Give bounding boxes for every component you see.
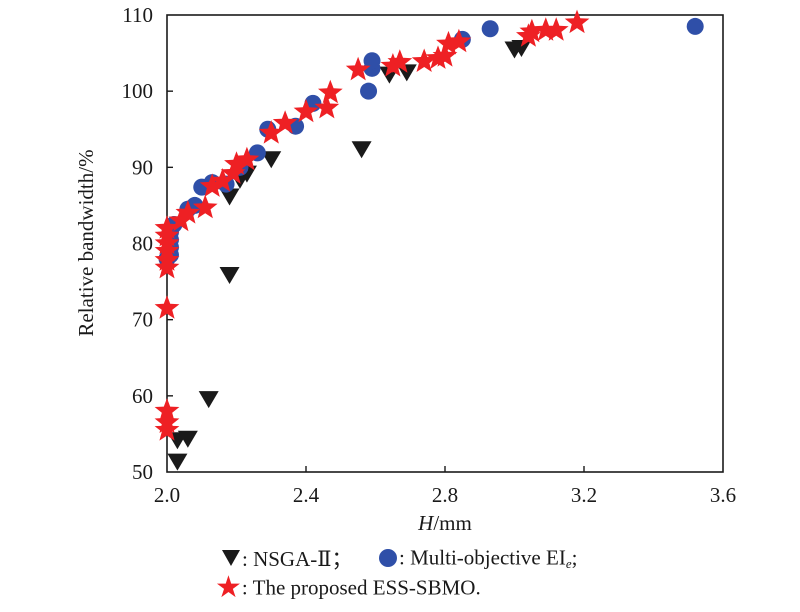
y-tick-label: 110	[122, 3, 153, 27]
data-point-star	[210, 168, 235, 192]
legend-label-ei-tail: ;	[571, 545, 578, 570]
data-point-star	[154, 222, 180, 247]
data-point-star	[387, 49, 413, 73]
data-point-star	[543, 17, 569, 41]
data-point-star	[314, 94, 340, 119]
data-point-star	[192, 194, 218, 219]
data-point-star	[154, 238, 180, 262]
data-point-star	[564, 9, 590, 34]
data-point-star	[154, 247, 180, 271]
plot-frame	[166, 14, 724, 473]
legend-row-2: ★: The proposed ESS-SBMO.	[215, 571, 481, 605]
data-point-star	[425, 45, 451, 69]
data-point-star	[258, 120, 284, 144]
data-point-circle	[686, 17, 704, 35]
y-tick-label: 90	[132, 155, 153, 179]
series-triangle-down	[167, 39, 532, 471]
x-axis-title-variable: H	[417, 511, 435, 535]
legend-circle-icon	[379, 549, 398, 567]
data-point-triangle	[261, 151, 282, 169]
legend-row-1: : NSGA-Ⅱ； : Multi-objective EIe;	[222, 543, 577, 573]
data-point-star	[446, 28, 472, 53]
data-point-star	[154, 254, 180, 279]
x-axis-title-unit: /mm	[433, 511, 472, 535]
data-point-star	[432, 43, 458, 67]
x-tick-label: 2.4	[293, 483, 320, 507]
data-point-triangle	[511, 39, 532, 57]
x-tick-label: 3.6	[710, 483, 736, 507]
data-point-star	[234, 146, 260, 171]
data-point-triangle	[351, 141, 372, 159]
legend-star-icon: ★	[215, 571, 242, 605]
data-point-star	[154, 409, 180, 433]
data-point-star	[436, 30, 461, 55]
data-point-star	[154, 398, 180, 422]
data-point-star	[199, 173, 225, 197]
data-point-star	[175, 200, 201, 224]
axis-ticks: 2.0 2.4 2.8 3.2 3.6 50 60 70 80 90 100 110	[122, 3, 737, 507]
data-point-star	[224, 151, 249, 175]
data-point-star	[533, 17, 559, 41]
data-point-star	[411, 48, 437, 72]
legend-triangle-icon	[222, 550, 240, 566]
legend-label-ei-sub: e	[565, 556, 572, 572]
series-circle	[158, 17, 704, 268]
legend-label-ess: : The proposed ESS-SBMO.	[241, 575, 481, 600]
y-tick-label: 70	[132, 308, 153, 332]
data-point-triangle	[219, 188, 240, 206]
data-point-circle	[481, 20, 499, 38]
data-point-star	[318, 79, 343, 104]
data-point-star	[293, 98, 319, 123]
data-marks	[154, 9, 704, 471]
y-axis-title: Relative bandwidth/%	[74, 149, 98, 336]
legend-label-nsga: : NSGA-Ⅱ；	[242, 547, 353, 571]
data-point-triangle	[219, 266, 240, 284]
y-tick-label: 60	[132, 384, 153, 408]
legend-label-ei: : Multi-objective EIe;	[399, 544, 578, 572]
data-point-circle	[360, 82, 378, 100]
x-tick-label: 3.2	[571, 483, 597, 507]
y-tick-label: 80	[132, 232, 153, 256]
data-point-star	[154, 230, 180, 254]
data-point-triangle	[177, 430, 198, 448]
data-point-star	[272, 110, 298, 134]
data-point-star	[154, 417, 180, 441]
data-point-circle	[363, 52, 381, 70]
data-point-star	[154, 215, 180, 239]
data-point-star	[220, 160, 246, 184]
plot-border	[166, 14, 724, 473]
data-point-triangle	[167, 453, 188, 471]
data-point-star	[519, 18, 545, 43]
scatter-chart: 2.0 2.4 2.8 3.2 3.6 50 60 70 80 90 100 110 Relative…	[74, 3, 737, 535]
y-tick-label: 50	[132, 460, 153, 484]
data-point-star	[168, 207, 194, 232]
data-point-triangle	[198, 391, 219, 409]
data-point-star	[345, 56, 371, 81]
x-axis-title: H/mm	[417, 511, 472, 535]
x-tick-label: 2.8	[432, 483, 458, 507]
y-tick-label: 100	[122, 79, 154, 103]
x-tick-label: 2.0	[154, 483, 180, 507]
legend-label-ei-main: : Multi-objective EI	[399, 545, 566, 570]
series-star	[154, 9, 590, 441]
data-point-star	[380, 53, 406, 77]
data-point-star	[154, 295, 180, 319]
